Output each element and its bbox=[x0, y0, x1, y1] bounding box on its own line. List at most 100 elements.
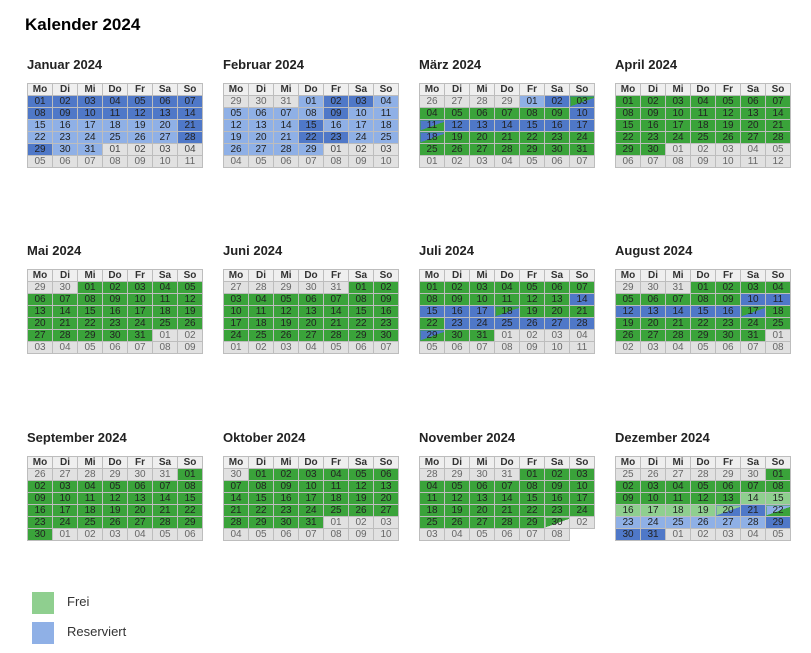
day-cell[interactable]: 10 bbox=[665, 107, 691, 120]
day-cell[interactable]: 10 bbox=[640, 492, 666, 505]
day-cell[interactable]: 29 bbox=[519, 143, 545, 156]
day-cell[interactable]: 20 bbox=[715, 504, 741, 517]
day-cell-other-month[interactable]: 06 bbox=[273, 528, 299, 541]
day-cell[interactable]: 29 bbox=[248, 516, 274, 529]
day-cell-other-month[interactable]: 09 bbox=[690, 155, 716, 168]
day-cell-other-month[interactable]: 02 bbox=[348, 143, 374, 156]
day-cell-other-month[interactable]: 30 bbox=[640, 281, 666, 294]
day-cell[interactable]: 22 bbox=[248, 504, 274, 517]
day-cell[interactable]: 10 bbox=[740, 293, 766, 306]
day-cell-other-month[interactable]: 07 bbox=[127, 341, 153, 354]
day-cell[interactable]: 30 bbox=[373, 329, 399, 342]
day-cell[interactable]: 09 bbox=[52, 107, 78, 120]
day-cell[interactable]: 12 bbox=[715, 107, 741, 120]
day-cell[interactable]: 13 bbox=[469, 492, 495, 505]
day-cell[interactable]: 14 bbox=[323, 305, 349, 318]
day-cell-other-month[interactable]: 08 bbox=[665, 155, 691, 168]
day-cell[interactable]: 29 bbox=[519, 516, 545, 529]
day-cell-other-month[interactable]: 06 bbox=[177, 528, 203, 541]
day-cell[interactable]: 17 bbox=[740, 305, 766, 318]
day-cell[interactable]: 12 bbox=[273, 305, 299, 318]
day-cell[interactable]: 16 bbox=[323, 119, 349, 132]
day-cell[interactable]: 01 bbox=[77, 281, 103, 294]
day-cell[interactable]: 11 bbox=[77, 492, 103, 505]
day-cell[interactable]: 12 bbox=[519, 293, 545, 306]
day-cell[interactable]: 25 bbox=[373, 131, 399, 144]
day-cell-other-month[interactable]: 03 bbox=[373, 143, 399, 156]
day-cell[interactable]: 17 bbox=[223, 317, 249, 330]
day-cell[interactable]: 01 bbox=[419, 281, 445, 294]
day-cell-other-month[interactable]: 31 bbox=[152, 468, 178, 481]
day-cell[interactable]: 29 bbox=[177, 516, 203, 529]
day-cell[interactable]: 19 bbox=[444, 131, 470, 144]
day-cell[interactable]: 06 bbox=[152, 95, 178, 108]
day-cell-other-month[interactable]: 09 bbox=[127, 155, 153, 168]
day-cell[interactable]: 06 bbox=[740, 95, 766, 108]
day-cell-other-month[interactable]: 05 bbox=[690, 341, 716, 354]
day-cell[interactable]: 05 bbox=[223, 107, 249, 120]
day-cell[interactable]: 09 bbox=[615, 492, 641, 505]
day-cell[interactable]: 29 bbox=[615, 143, 641, 156]
day-cell-other-month[interactable]: 02 bbox=[77, 528, 103, 541]
day-cell-other-month[interactable]: 06 bbox=[494, 528, 520, 541]
day-cell[interactable]: 09 bbox=[715, 293, 741, 306]
day-cell-other-month[interactable]: 01 bbox=[323, 143, 349, 156]
day-cell[interactable]: 25 bbox=[419, 143, 445, 156]
day-cell-other-month[interactable]: 01 bbox=[323, 516, 349, 529]
day-cell-other-month[interactable]: 28 bbox=[248, 281, 274, 294]
day-cell[interactable]: 17 bbox=[665, 119, 691, 132]
day-cell[interactable]: 30 bbox=[27, 528, 53, 541]
day-cell[interactable]: 12 bbox=[444, 492, 470, 505]
day-cell[interactable]: 11 bbox=[152, 293, 178, 306]
day-cell-other-month[interactable]: 02 bbox=[127, 143, 153, 156]
day-cell[interactable]: 05 bbox=[348, 468, 374, 481]
day-cell[interactable]: 29 bbox=[27, 143, 53, 156]
day-cell[interactable]: 18 bbox=[102, 119, 128, 132]
day-cell[interactable]: 21 bbox=[494, 131, 520, 144]
day-cell[interactable]: 19 bbox=[444, 504, 470, 517]
day-cell[interactable]: 14 bbox=[273, 119, 299, 132]
day-cell[interactable]: 05 bbox=[690, 480, 716, 493]
day-cell-other-month[interactable]: 02 bbox=[519, 329, 545, 342]
day-cell[interactable]: 18 bbox=[494, 305, 520, 318]
day-cell-other-month[interactable]: 12 bbox=[765, 155, 791, 168]
day-cell[interactable]: 11 bbox=[765, 293, 791, 306]
day-cell-other-month[interactable]: 04 bbox=[444, 528, 470, 541]
day-cell[interactable]: 01 bbox=[615, 95, 641, 108]
day-cell[interactable]: 12 bbox=[102, 492, 128, 505]
day-cell[interactable]: 31 bbox=[127, 329, 153, 342]
day-cell[interactable]: 17 bbox=[569, 119, 595, 132]
day-cell-other-month[interactable]: 08 bbox=[323, 528, 349, 541]
day-cell[interactable]: 22 bbox=[519, 131, 545, 144]
day-cell-other-month[interactable]: 01 bbox=[665, 143, 691, 156]
day-cell[interactable]: 10 bbox=[569, 480, 595, 493]
day-cell[interactable]: 09 bbox=[323, 107, 349, 120]
day-cell[interactable]: 15 bbox=[298, 119, 324, 132]
day-cell[interactable]: 19 bbox=[223, 131, 249, 144]
day-cell[interactable]: 21 bbox=[223, 504, 249, 517]
day-cell[interactable]: 27 bbox=[544, 317, 570, 330]
day-cell[interactable]: 15 bbox=[77, 305, 103, 318]
day-cell[interactable]: 01 bbox=[248, 468, 274, 481]
day-cell[interactable]: 08 bbox=[248, 480, 274, 493]
day-cell[interactable]: 02 bbox=[373, 281, 399, 294]
day-cell[interactable]: 16 bbox=[715, 305, 741, 318]
day-cell[interactable]: 04 bbox=[152, 281, 178, 294]
day-cell[interactable]: 03 bbox=[52, 480, 78, 493]
day-cell[interactable]: 01 bbox=[298, 95, 324, 108]
day-cell-other-month[interactable]: 05 bbox=[248, 528, 274, 541]
day-cell[interactable]: 23 bbox=[52, 131, 78, 144]
day-cell[interactable]: 15 bbox=[765, 492, 791, 505]
day-cell[interactable]: 10 bbox=[348, 107, 374, 120]
day-cell[interactable]: 15 bbox=[248, 492, 274, 505]
day-cell-other-month[interactable]: 30 bbox=[127, 468, 153, 481]
day-cell[interactable]: 23 bbox=[444, 317, 470, 330]
day-cell[interactable]: 08 bbox=[615, 107, 641, 120]
day-cell[interactable]: 18 bbox=[373, 119, 399, 132]
day-cell[interactable]: 29 bbox=[765, 516, 791, 529]
day-cell[interactable]: 20 bbox=[248, 131, 274, 144]
day-cell[interactable]: 05 bbox=[273, 293, 299, 306]
day-cell-other-month[interactable]: 04 bbox=[52, 341, 78, 354]
day-cell[interactable]: 27 bbox=[640, 329, 666, 342]
day-cell[interactable]: 07 bbox=[152, 480, 178, 493]
